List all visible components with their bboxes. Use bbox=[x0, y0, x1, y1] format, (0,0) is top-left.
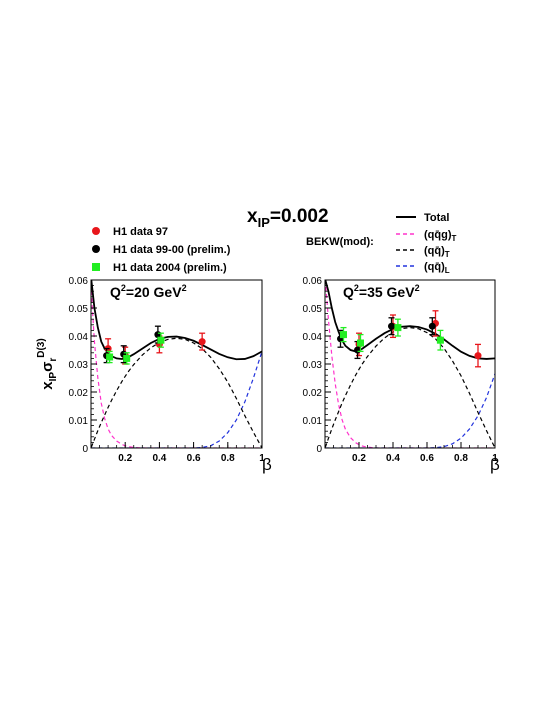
panel-1-ytick-label: 0.04 bbox=[303, 332, 323, 343]
panel-1-h1-2004-point bbox=[394, 324, 402, 332]
panel-0-xtick-label: 0.6 bbox=[187, 453, 201, 464]
panel-1-q-mid: =35 GeV bbox=[359, 284, 415, 300]
panel-0-ytick-label: 0.04 bbox=[69, 332, 89, 343]
data-legend: H1 data 97 H1 data 99-00 (prelim.) H1 da… bbox=[92, 226, 231, 274]
panel-0-h1-97-point bbox=[198, 338, 206, 346]
panel-1-h1-2004-point bbox=[357, 339, 364, 347]
panel-1-points bbox=[337, 310, 482, 368]
panel-1-ytick-label: 0.03 bbox=[303, 360, 323, 371]
legend-label-h1-9900: H1 data 99-00 (prelim.) bbox=[113, 244, 231, 256]
panel-1-xtick-label: 0.6 bbox=[420, 453, 434, 464]
ylabel-sup: D(3) bbox=[36, 338, 47, 357]
panel-0-q-sup: 2 bbox=[121, 283, 126, 293]
legend-total-text: Total bbox=[424, 212, 449, 224]
panel-0-curve-qq-t bbox=[91, 337, 262, 448]
panel-0-q-mid: =20 GeV bbox=[126, 284, 182, 300]
panel-1-h1-9900-point bbox=[428, 322, 436, 330]
legend-label-h1-97: H1 data 97 bbox=[113, 226, 168, 238]
legend-marker-h1-2004 bbox=[92, 263, 100, 271]
panel-0-q: Q bbox=[110, 284, 121, 300]
panel-1-curve-total bbox=[325, 280, 495, 360]
panel-1-curve-qqg-t bbox=[325, 280, 495, 448]
panel-0-frame bbox=[90, 279, 263, 449]
panel-0-ytick-label: 0.01 bbox=[69, 416, 89, 427]
panel-1-frame bbox=[324, 279, 496, 449]
panel-0-xtick-label: 0.4 bbox=[152, 453, 166, 464]
xip-sub: IP bbox=[258, 215, 271, 230]
panel-1-curve-qq-t bbox=[325, 326, 495, 448]
legend-label-h1-2004: H1 data 2004 (prelim.) bbox=[113, 262, 227, 274]
xip-header: xIP=0.002 bbox=[247, 206, 329, 230]
panel-0-ytick-label: 0 bbox=[82, 444, 88, 455]
legend-qqt-base: (qq̄) bbox=[424, 245, 445, 257]
panel-0-ytick-label: 0.03 bbox=[69, 360, 89, 371]
panel-0-points bbox=[103, 325, 206, 365]
ylabel-sub2: r bbox=[48, 358, 59, 362]
panel-0-curve-qqg-t bbox=[91, 291, 262, 448]
panel-1-h1-2004-point bbox=[340, 331, 347, 339]
panel-1-xtick-label: 1 bbox=[492, 453, 498, 464]
legend-label-qq-l: (qq̄)L bbox=[424, 261, 450, 275]
panel-0-h1-2004-point bbox=[157, 336, 165, 344]
ylabel-base: x bbox=[39, 381, 56, 390]
panel-0-curve-qq-l bbox=[91, 351, 262, 448]
legend-label-qq-t: (qq̄)T bbox=[424, 245, 450, 259]
panel-0-h1-2004-point bbox=[123, 354, 131, 362]
legend-marker-h1-9900 bbox=[92, 245, 100, 253]
panel-0-xlabel: β bbox=[262, 455, 272, 474]
xip-base: x bbox=[247, 206, 258, 227]
panel-1-ytick-label: 0.01 bbox=[303, 416, 323, 427]
legend-label-total: Total bbox=[424, 212, 449, 224]
panel-0-q2-label: Q2=20 GeV2 bbox=[110, 283, 187, 300]
panel-1-q-sup: 2 bbox=[354, 283, 359, 293]
panel-0-xtick-label: 1 bbox=[259, 453, 265, 464]
ylabel-sigma: σ bbox=[39, 362, 56, 372]
panel-0-curves bbox=[91, 280, 262, 448]
legend-qqg-base: (qq̄g) bbox=[424, 229, 452, 241]
bekw-label: BEKW(mod): bbox=[306, 236, 374, 248]
xip-value: =0.002 bbox=[270, 206, 329, 227]
legend-qql-base: (qq̄) bbox=[424, 261, 445, 273]
panel-1-h1-9900-point bbox=[388, 322, 395, 330]
panel-1-ytick-label: 0.02 bbox=[303, 388, 323, 399]
panel-1-axes: 0 0.01 0.02 0.03 0.04 0.05 0.06 0.2 0.4 0.6 0.8 1 bbox=[303, 276, 499, 464]
panel-0-ytick-label: 0.05 bbox=[69, 304, 89, 315]
curve-legend: Total (qq̄g)T (qq̄)T (qq̄)L bbox=[396, 212, 456, 275]
panel-1-xtick-label: 0.8 bbox=[454, 453, 468, 464]
panel-0-h1-2004-point bbox=[106, 353, 114, 361]
legend-marker-h1-97 bbox=[92, 227, 100, 235]
panel-1-ytick-label: 0 bbox=[316, 444, 322, 455]
y-axis-title: xIPσrD(3) bbox=[36, 338, 59, 389]
legend-qqg-sub: T bbox=[451, 234, 456, 243]
panel-1-q-sup2: 2 bbox=[415, 283, 420, 293]
panel-0-xtick-label: 0.2 bbox=[118, 453, 132, 464]
panel-1-xtick-label: 0.2 bbox=[352, 453, 366, 464]
panel-1-ytick-label: 0.05 bbox=[303, 304, 323, 315]
panel-1-h1-2004-point bbox=[436, 336, 444, 344]
panel-0-axes: 0 0.01 0.02 0.03 0.04 0.05 0.06 0.2 0.4 0.6 0.8 1 bbox=[69, 276, 266, 464]
panel-q2-20: 0 0.01 0.02 0.03 0.04 0.05 0.06 0.2 0.4 0.6 0.8 1 Q… bbox=[69, 276, 272, 474]
panel-1-xlabel: β bbox=[490, 455, 500, 474]
ylabel-sub: IP bbox=[48, 372, 59, 382]
panel-1-h1-97-point bbox=[474, 352, 482, 360]
panel-q2-35: 0 0.01 0.02 0.03 0.04 0.05 0.06 0.2 0.4 0.6 0.8 1 Q… bbox=[303, 276, 500, 474]
panel-1-curves bbox=[325, 280, 495, 448]
panel-0-ytick-label: 0.02 bbox=[69, 388, 89, 399]
legend-label-qqg-t: (qq̄g)T bbox=[424, 229, 456, 243]
panel-1-q: Q bbox=[343, 284, 354, 300]
legend-qqt-sub: T bbox=[445, 250, 450, 259]
panel-1-q2-label: Q2=35 GeV2 bbox=[343, 283, 420, 300]
panel-0-q-sup2: 2 bbox=[182, 283, 187, 293]
panel-0-ytick-label: 0.06 bbox=[69, 276, 89, 287]
legend-qql-sub: L bbox=[445, 266, 450, 275]
panel-1-curve-qq-l bbox=[325, 373, 495, 448]
panel-1-xtick-label: 0.4 bbox=[386, 453, 400, 464]
panel-0-xtick-label: 0.8 bbox=[221, 453, 235, 464]
panel-1-ytick-label: 0.06 bbox=[303, 276, 323, 287]
